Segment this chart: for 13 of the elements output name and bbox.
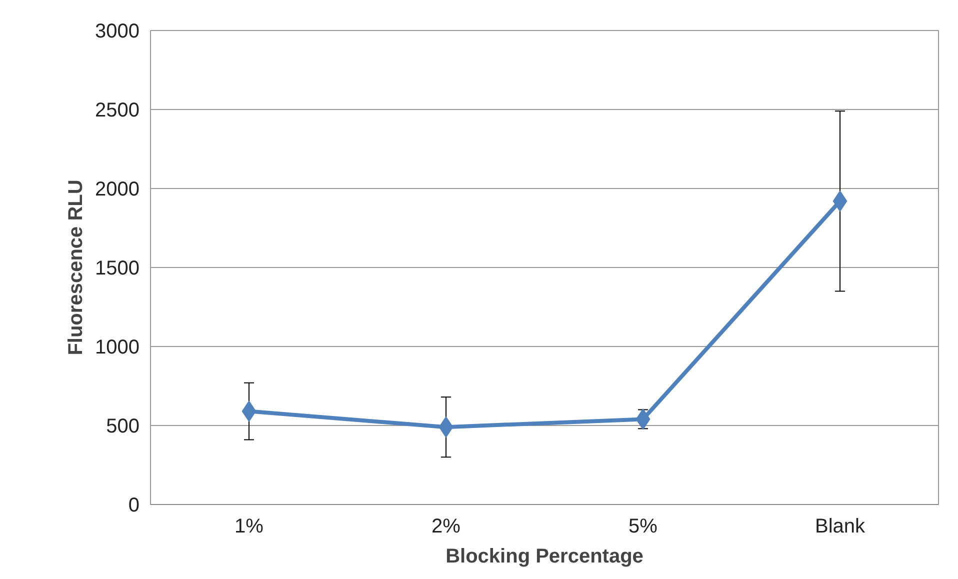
y-tick-label: 3000 [95,20,140,42]
y-tick-label: 1500 [95,258,140,280]
y-tick-label: 500 [106,416,140,438]
x-tick-label: 1% [234,516,264,538]
x-tick-label: 2% [432,516,461,538]
y-tick-label: 2500 [95,100,140,122]
y-tick-label: 1000 [95,336,140,358]
x-tick-label: 5% [628,516,658,538]
y-tick-label: 2000 [95,178,140,200]
y-axis-title: Fluorescence RLU [65,180,88,356]
x-axis-title: Blocking Percentage [446,546,644,568]
x-tick-label: Blank [814,516,866,538]
y-tick-label: 0 [128,494,140,516]
